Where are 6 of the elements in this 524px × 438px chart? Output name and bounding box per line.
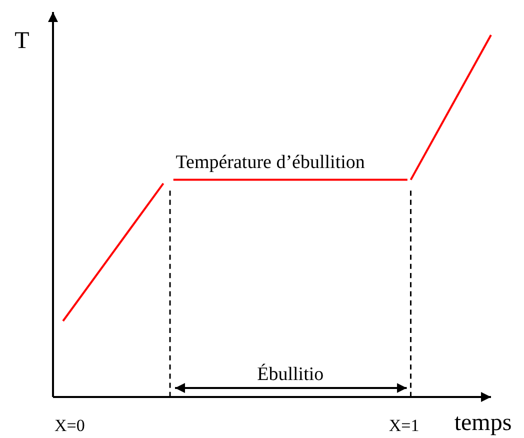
annotation: Température d’ébullition — [176, 152, 366, 173]
annotation: Ébullitio — [257, 363, 324, 385]
x-tick-label: X=0 — [54, 416, 85, 435]
x-axis-title: temps — [454, 410, 512, 436]
y-axis-title: T — [14, 28, 30, 54]
x-tick-label: X=1 — [388, 416, 420, 435]
